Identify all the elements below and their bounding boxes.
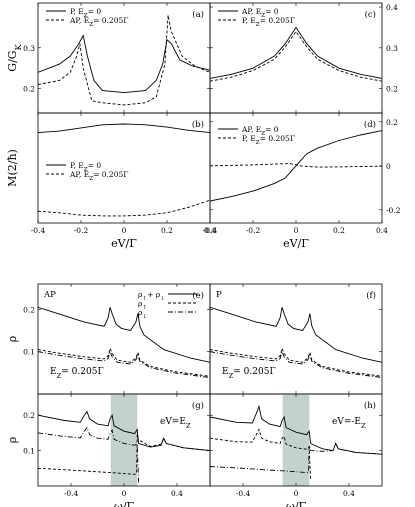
panel-label: (b) [192, 119, 204, 130]
x-tick-label: 0.2 [333, 226, 345, 235]
legend-entry-label: AP, EZ= 0 [241, 7, 279, 19]
y-axis-label: ρ [6, 336, 19, 342]
axes-frame [209, 112, 383, 224]
y-tick-label: 0.4 [386, 3, 398, 12]
panel-corner-text: AP [43, 290, 56, 300]
y-axis-label: ρ [6, 437, 19, 443]
series-line-h-1 [210, 428, 312, 481]
legend: AP, EZ= 0P, EZ= 0.205Γ [218, 7, 295, 28]
y-axis-label: G/GK [6, 43, 23, 71]
series-line-c-1 [210, 30, 382, 82]
panel-label: (c) [365, 9, 376, 20]
annotation: EZ= 0.205Γ [222, 367, 276, 380]
legend-entry-label: P, EZ= 0.205Γ [242, 16, 295, 28]
panel-label: (f) [366, 290, 376, 301]
panel-f: (f) P EZ= 0.205Γ [209, 283, 383, 395]
panel-c: 0.2 0.3 0.4 (c) AP, EZ= 0P, EZ= 0.205Γ [209, 2, 398, 114]
panel-d: -0.4 -0.2 0 0.2 0.4 -0.2 0 0.2 (d) eV/Γ AP, EZ= 0P… [203, 112, 401, 250]
series-line-b-1 [38, 199, 210, 217]
y-axis-label: M(2/ħ) [6, 149, 19, 187]
x-tick-label: 0.4 [343, 489, 355, 498]
legend-entry-label: P, EZ= 0.205Γ [242, 134, 295, 146]
x-tick-label: 0 [122, 489, 127, 498]
y-tick-label: 0.3 [386, 44, 398, 53]
y-tick-label: 0.3 [23, 44, 35, 53]
annotation: EZ= 0.205Γ [50, 367, 104, 380]
x-axis-label: ω/Γ [114, 500, 135, 507]
series-line-a-1 [38, 15, 210, 106]
series-line-f-0 [210, 306, 382, 363]
legend: AP, EZ= 0P, EZ= 0.205Γ [218, 125, 295, 146]
series-line-a-0 [38, 34, 210, 94]
x-tick-label: -0.4 [203, 226, 218, 235]
y-tick-label: 0.2 [23, 305, 35, 314]
x-tick-label: -0.4 [64, 489, 79, 498]
series-line-e-1 [38, 346, 210, 377]
x-axis-label: eV/Γ [111, 237, 137, 250]
panel-label: (e) [192, 290, 204, 301]
x-tick-label: -0.4 [31, 226, 46, 235]
axes-frame [209, 283, 383, 395]
y-tick-label: 0.2 [23, 411, 35, 420]
panel-label: (a) [192, 9, 204, 20]
axes-frame [37, 283, 211, 395]
series-line-e-0 [38, 306, 210, 363]
legend: P, EZ= 0AP, EZ= 0.205Γ [46, 7, 128, 28]
y-tick-label: 0.2 [386, 118, 398, 127]
legend: P, EZ= 0AP, EZ= 0.205Γ [46, 161, 128, 182]
legend-entry-label: AP, EZ= 0.205Γ [69, 16, 128, 28]
panel-h: -0.4 0 0.4 (h) ω/Γ eV=-EZ [209, 393, 383, 507]
panel-label: (h) [364, 400, 376, 411]
panel-corner-text: P [216, 290, 222, 300]
series-line-h-2 [210, 442, 382, 474]
x-tick-label: 0 [122, 226, 127, 235]
y-tick-label: 0.2 [23, 85, 35, 94]
legend-entry-label: ρ↓ [138, 308, 147, 320]
x-tick-label: -0.2 [246, 226, 261, 235]
x-tick-label: -0.4 [236, 489, 251, 498]
x-tick-label: -0.2 [74, 226, 89, 235]
y-tick-label: 0.1 [23, 348, 35, 357]
shaded-band [282, 394, 310, 486]
x-tick-label: 0.2 [161, 226, 173, 235]
series-line-f-1 [210, 346, 382, 377]
series-line-e-2 [38, 350, 210, 378]
legend-entry-label: AP, EZ= 0.205Γ [69, 170, 128, 182]
x-tick-label: 0 [294, 489, 299, 498]
y-tick-label: 0 [386, 162, 391, 171]
legend-entry-label: P, EZ= 0 [70, 161, 101, 173]
legend: ρ↑+ ρ↓ρ↑ρ↓ [138, 290, 198, 320]
series-line-g-2 [38, 426, 140, 483]
panel-e: 0.1 0.2 (e) AP ρ EZ= 0.205Γ ρ↑+ ρ↓ρ↑ρ↓ [6, 283, 211, 395]
x-axis-label: eV/Γ [283, 237, 309, 250]
panel-label: (d) [364, 119, 376, 130]
y-tick-label: 0.1 [23, 447, 35, 456]
series-line-c-0 [210, 26, 382, 79]
axes-frame [209, 2, 383, 114]
legend-entry-label: ρ↑ [138, 299, 147, 311]
panel-g: -0.4 0 0.4 0.1 0.2 (g) ω/Γ ρ eV=EZ [6, 393, 211, 507]
series-line-b-0 [38, 123, 210, 134]
x-tick-label: 0.4 [376, 226, 388, 235]
panel-b: -0.4 -0.2 0 0.2 0.4 (b) eV/Γ M(2/ħ) P, EZ= 0AP, … [6, 112, 216, 250]
legend-entry-label: P, EZ= 0 [70, 7, 101, 19]
legend-entry-label: AP, EZ= 0 [241, 125, 279, 137]
panel-a: 0.2 0.3 (a) G/GK P, EZ= 0AP, EZ= 0.205Γ [6, 2, 211, 114]
series-line-h-0 [210, 404, 382, 455]
x-axis-label: ω/Γ [286, 500, 307, 507]
series-line-d-0 [210, 130, 382, 202]
x-tick-label: 0 [294, 226, 299, 235]
annotation: eV=-EZ [332, 417, 366, 430]
panel-label: (g) [192, 400, 204, 411]
annotation: eV=EZ [160, 417, 191, 430]
legend-entry-label: ρ↑+ ρ↓ [138, 290, 165, 302]
series-line-f-2 [210, 350, 382, 378]
y-tick-label: -0.2 [386, 206, 401, 215]
series-line-g-1 [38, 434, 210, 475]
x-tick-label: 0.4 [171, 489, 183, 498]
x-tick-label: 0.4 [204, 226, 216, 235]
series-line-d-1 [210, 163, 382, 168]
y-tick-label: 0.2 [386, 85, 398, 94]
